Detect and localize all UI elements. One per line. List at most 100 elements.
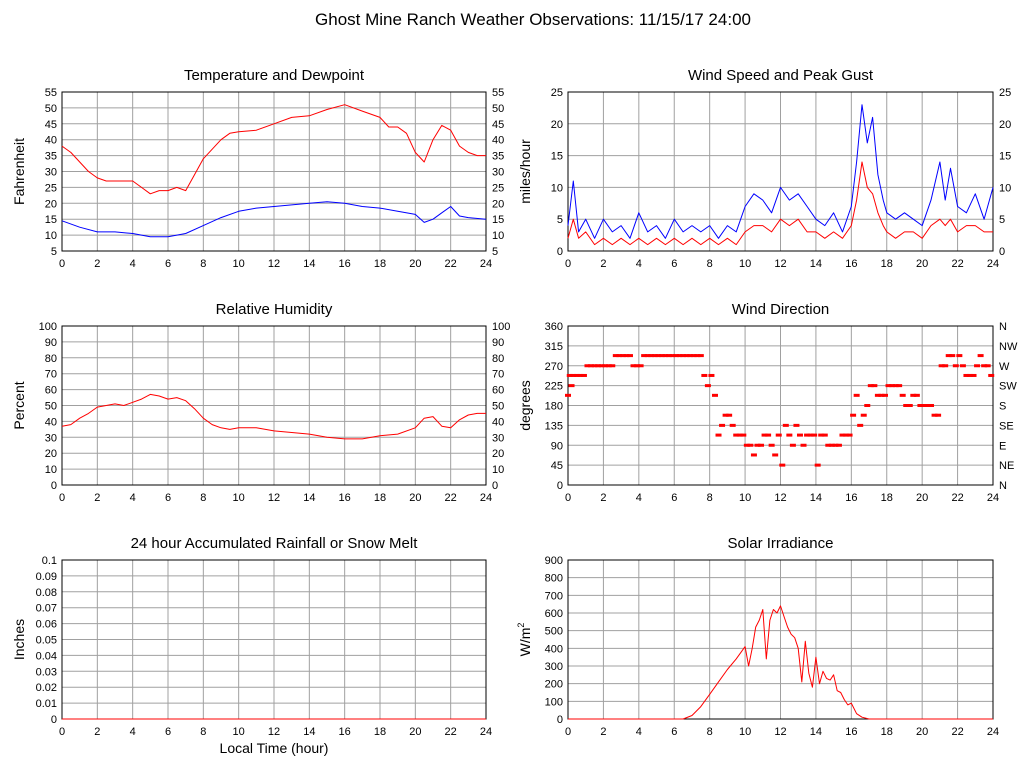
y-tick-label: 10 [45,230,57,242]
data-point [616,354,623,358]
data-point [655,354,662,358]
data-point [580,373,587,377]
grid-rain [61,559,487,720]
data-point [913,393,920,397]
data-point [701,373,708,377]
y-tick-label: 0 [557,246,563,258]
data-point [903,404,910,407]
data-point [747,443,754,447]
data-point [775,433,782,437]
y-tick-label: 20 [45,448,57,460]
y-tick-label: 0 [51,480,57,492]
y-tick-label-right: 5 [999,214,1005,226]
x-tick-label: 14 [810,726,822,738]
y-axis-label-wind: miles/hour [517,139,533,204]
y-tick-label: 270 [545,361,563,373]
x-tick-label: 6 [671,492,677,504]
data-point [871,384,878,388]
x-tick-label: 8 [200,726,206,738]
data-point [573,373,580,377]
data-point [782,423,789,427]
data-point [568,384,575,388]
main-title: Ghost Mine Ranch Weather Observations: 1… [315,10,751,29]
data-point [669,354,676,358]
x-tick-label: 24 [987,726,999,738]
data-point [853,393,860,397]
data-point [623,354,630,358]
data-point [892,384,899,388]
y-tick-label-right: 10 [492,230,504,242]
plot-frame-dir [567,325,994,486]
data-point [811,433,818,437]
x-tick-label: 8 [707,258,713,270]
y-tick-label: 0.09 [36,571,57,583]
x-tick-label: 22 [445,258,457,270]
data-point [658,354,665,358]
y-tick-label-right: 35 [492,151,504,163]
data-point [750,453,757,457]
data-point [736,433,743,437]
data-point [758,443,765,447]
y-tick-label: 600 [545,608,563,620]
data-point [920,404,927,407]
y-tick-label-right: 0 [999,246,1005,258]
x-tick-label: 8 [200,258,206,270]
y-tick-label-right: 50 [492,103,504,115]
y-tick-label-right: 10 [492,464,504,476]
y-tick-label: 500 [545,626,563,638]
chart-panel-rain: 24 hour Accumulated Rainfall or Snow Mel… [11,535,492,756]
y-tick-label: 55 [45,87,57,99]
data-point [786,433,793,437]
data-point [768,443,775,447]
data-point [761,433,768,437]
y-axis-label-superscript: 2 [516,623,526,628]
x-tick-label: 12 [268,726,280,738]
grid-solar [567,559,994,720]
data-point [680,354,687,358]
y-tick-label: 30 [45,432,57,444]
data-point [807,433,814,437]
x-tick-label: 18 [881,726,893,738]
x-tick-label: 22 [951,258,963,270]
y-tick-label: 90 [551,440,563,452]
series-line-temp-1 [61,201,487,238]
data-point [832,443,839,447]
y-tick-label: 60 [45,385,57,397]
y-tick-label: 20 [551,119,563,131]
x-tick-label: 4 [636,258,642,270]
x-tick-label: 4 [130,726,136,738]
y-tick-label-right: E [999,440,1006,452]
data-point [956,354,963,358]
x-tick-label: 12 [774,258,786,270]
series-line-rh-0 [61,393,486,440]
data-point [612,354,619,358]
y-axis-label-text: W/m [517,628,533,657]
series-line-wind-1 [567,161,993,246]
series-line-solar-0 [568,605,993,720]
x-tick-label: 22 [445,726,457,738]
data-point [814,463,821,467]
plot-frame-solar [567,559,994,720]
y-tick-label-right: 40 [492,135,504,147]
y-tick-label-right: 70 [492,369,504,381]
x-tick-label: 0 [565,258,571,270]
data-point [626,354,633,358]
y-tick-label-right: N [999,321,1007,333]
data-point [789,443,796,447]
y-tick-label: 0.01 [36,698,57,710]
data-point [931,413,938,417]
y-tick-label-right: 40 [492,416,504,428]
y-tick-label-right: 20 [999,119,1011,131]
data-point [843,433,850,437]
x-tick-label: 16 [845,258,857,270]
data-point [687,354,694,358]
y-tick-label-right: SW [999,381,1017,393]
data-point [899,393,906,397]
y-tick-label-right: 60 [492,385,504,397]
data-point [765,433,772,437]
y-tick-label: 25 [45,182,57,194]
x-tick-label: 24 [480,726,492,738]
x-tick-label: 2 [600,726,606,738]
series-line-wind-0 [567,104,994,239]
